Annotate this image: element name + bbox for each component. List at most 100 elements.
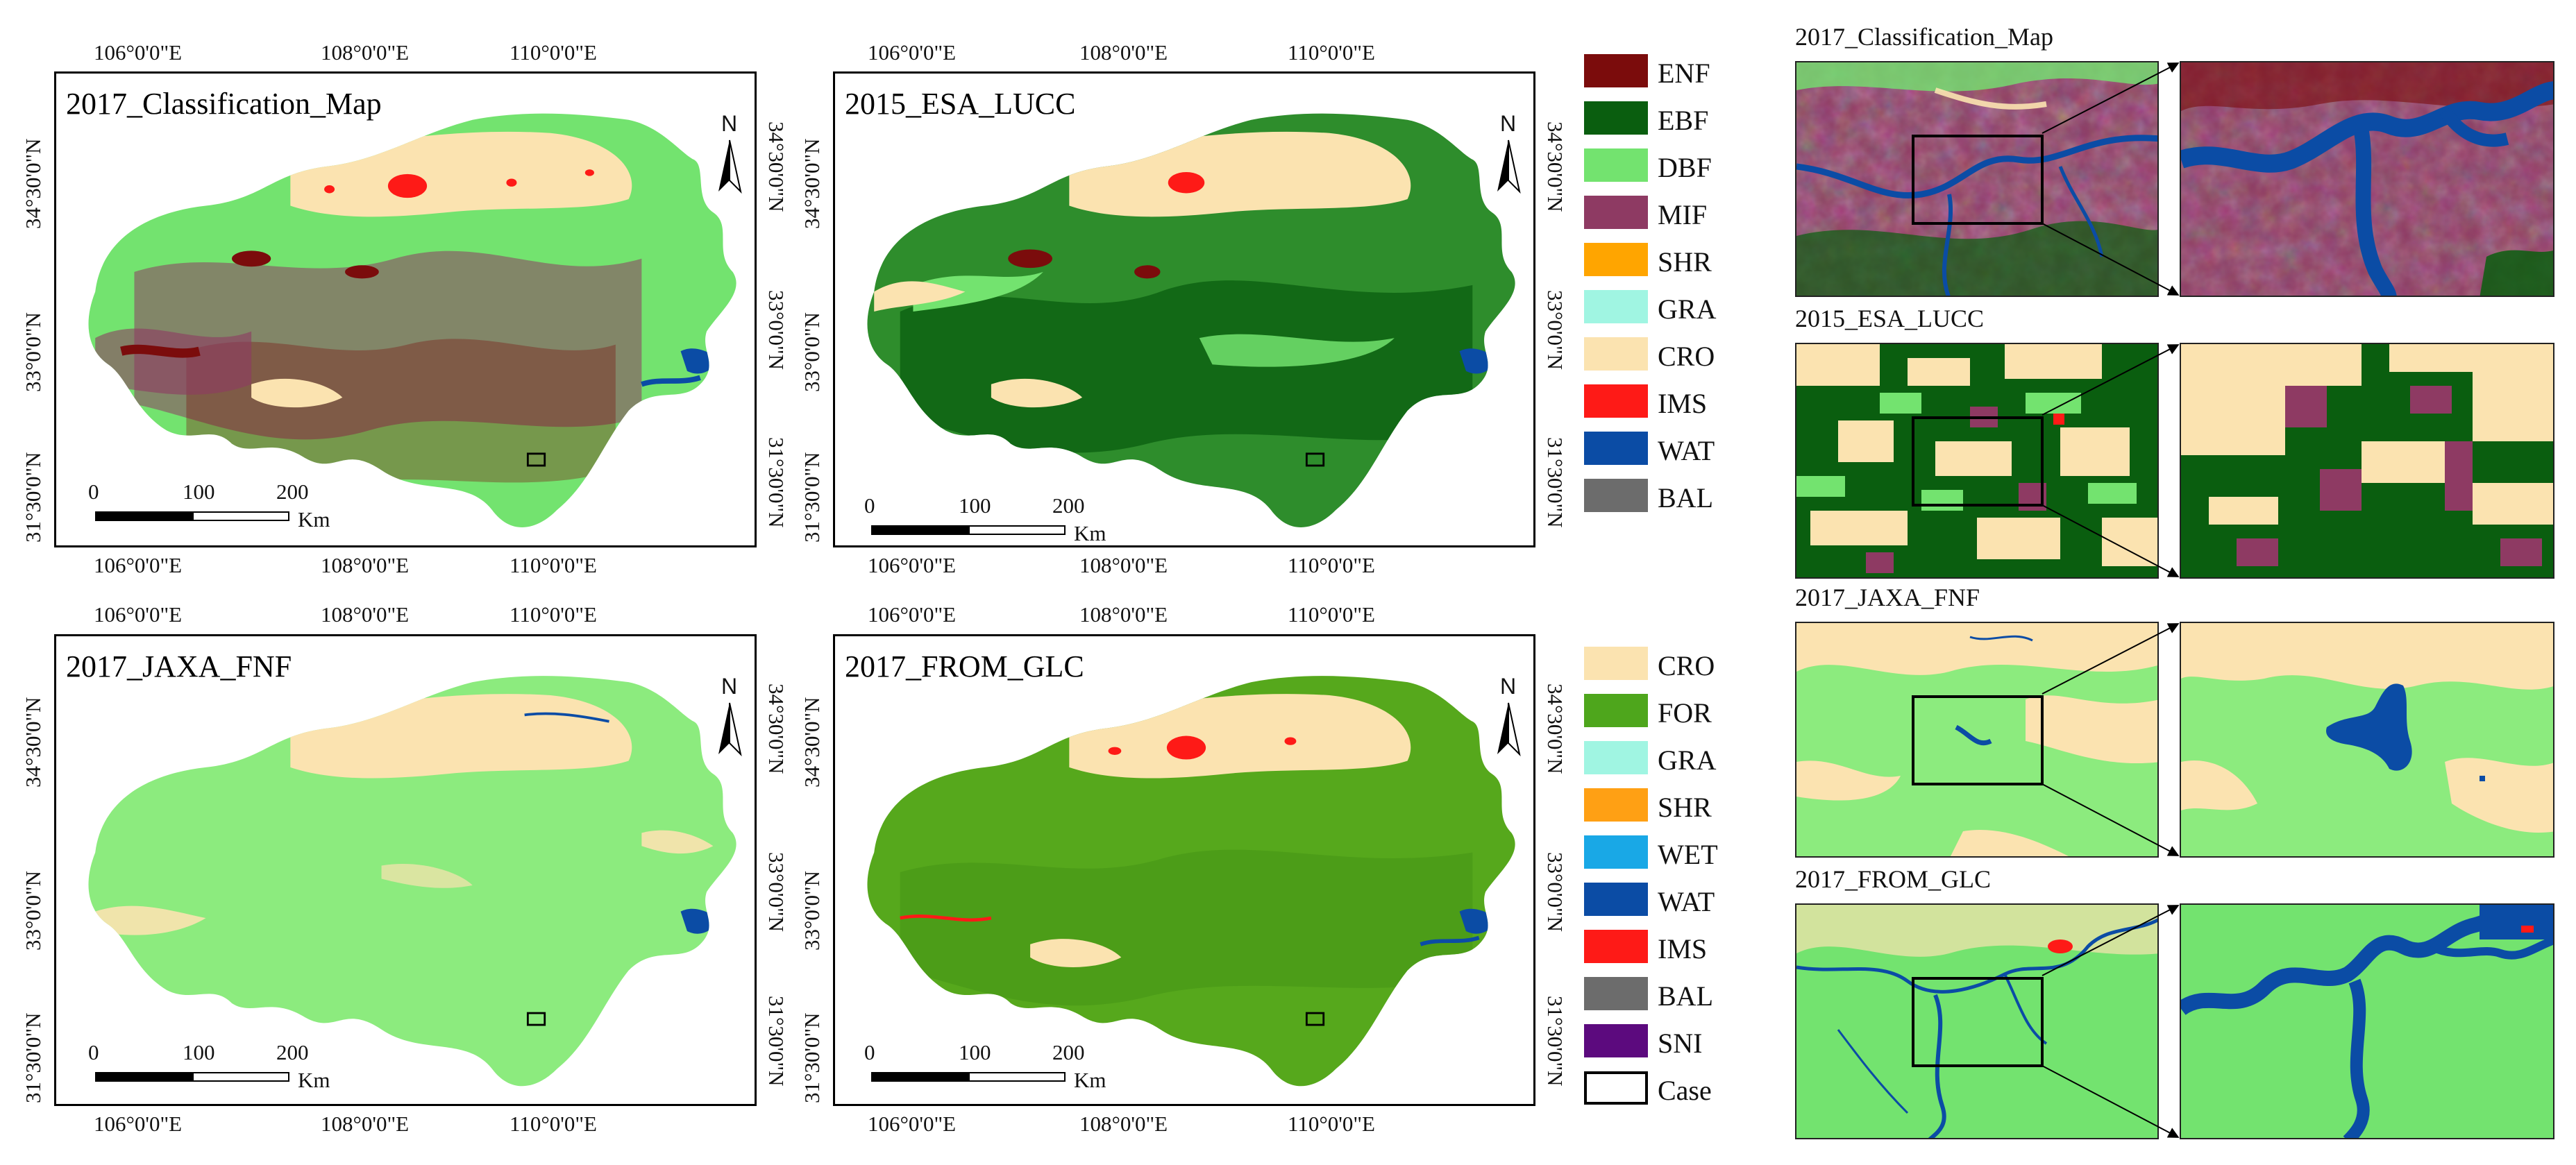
legend-swatch (1584, 977, 1648, 1010)
lon-tick: 110°0'0"E (510, 40, 597, 65)
lon-tick: 108°0'0"E (1079, 1112, 1168, 1136)
lon-tick: 106°0'0"E (868, 553, 957, 577)
lat-tick: 33°0'0"N (1543, 290, 1567, 371)
case-title: 2017_Classification_Map (1795, 23, 2053, 51)
legend-classification: ENF EBF DBF MIF SHR GRA CRO IMS WAT BAL (1584, 54, 1792, 526)
case-overview (1795, 903, 2159, 1139)
scale-bar: 0 100 200 Km (864, 1040, 1106, 1092)
legend-swatch (1584, 835, 1648, 869)
case-zoom (2180, 343, 2554, 579)
lat-tick: 34°30'0"N (800, 138, 824, 229)
map-title: 2017_JAXA_FNF (66, 649, 292, 683)
case-marker (526, 452, 546, 467)
lat-tick: 31°30'0"N (764, 996, 789, 1087)
lon-tick: 106°0'0"E (94, 1112, 183, 1136)
legend-swatch (1584, 290, 1648, 323)
lon-tick: 110°0'0"E (1288, 40, 1375, 65)
lon-tick: 108°0'0"E (1079, 553, 1168, 577)
lon-tick: 110°0'0"E (510, 553, 597, 577)
map-title: 2017_Classification_Map (66, 87, 382, 121)
lat-tick: 34°30'0"N (21, 138, 45, 229)
lon-tick: 106°0'0"E (868, 40, 957, 65)
legend-swatch (1584, 694, 1648, 727)
case-marker (1912, 135, 2044, 225)
map-panel-classification: 2017_Classification_Map N 0 100 200 Km (54, 71, 757, 547)
lat-tick: 33°0'0"N (800, 312, 824, 392)
map-title: 2015_ESA_LUCC (845, 87, 1076, 121)
legend-swatch (1584, 883, 1648, 916)
case-zoom (2180, 61, 2554, 297)
lon-tick: 110°0'0"E (510, 602, 597, 627)
lat-tick: 33°0'0"N (764, 852, 789, 933)
north-arrow-icon: N (714, 674, 745, 760)
legend-swatch (1584, 101, 1648, 135)
lon-tick: 106°0'0"E (94, 602, 183, 627)
legend-swatch (1584, 788, 1648, 822)
case-overview (1795, 61, 2159, 297)
case-overview (1795, 622, 2159, 858)
lat-tick: 33°0'0"N (1543, 852, 1567, 933)
lat-tick: 33°0'0"N (21, 312, 45, 392)
lon-tick: 106°0'0"E (94, 553, 183, 577)
case-marker (1305, 1012, 1325, 1026)
lon-tick: 108°0'0"E (321, 602, 410, 627)
lat-tick: 34°30'0"N (764, 683, 789, 774)
north-arrow-icon: N (1493, 674, 1524, 760)
case-title: 2015_ESA_LUCC (1795, 305, 1985, 332)
lat-tick: 31°30'0"N (800, 452, 824, 543)
legend-swatch (1584, 148, 1648, 182)
classification-map-image (88, 113, 736, 527)
esa-map-image (867, 113, 1515, 527)
legend-swatch (1584, 930, 1648, 963)
lat-tick: 34°30'0"N (1543, 683, 1567, 774)
case-overview (1795, 343, 2159, 579)
case-marker (526, 1012, 546, 1026)
case-marker (1912, 977, 2044, 1067)
lon-tick: 106°0'0"E (94, 40, 183, 65)
lon-tick: 110°0'0"E (1288, 602, 1375, 627)
lat-tick: 34°30'0"N (21, 697, 45, 788)
legend-swatch (1584, 196, 1648, 229)
lat-tick: 33°0'0"N (21, 870, 45, 951)
lat-tick: 33°0'0"N (764, 290, 789, 371)
lon-tick: 110°0'0"E (1288, 553, 1375, 577)
lon-tick: 108°0'0"E (321, 1112, 410, 1136)
case-marker (1912, 416, 2044, 507)
lat-tick: 34°30'0"N (1543, 121, 1567, 212)
lon-tick: 108°0'0"E (321, 553, 410, 577)
lon-tick: 110°0'0"E (510, 1112, 597, 1136)
north-arrow-icon: N (714, 111, 745, 197)
legend-swatch (1584, 384, 1648, 418)
map-title: 2017_FROM_GLC (845, 649, 1084, 683)
legend-reference: CRO FOR GRA SHR WET WAT IMS BAL SNI Case (1584, 647, 1792, 1132)
legend-swatch (1584, 432, 1648, 465)
scale-bar: 0 100 200 Km (88, 1040, 330, 1092)
case-zoom (2180, 622, 2554, 858)
map-panel-jaxa: 2017_JAXA_FNF N 0 100 200 Km (54, 634, 757, 1106)
lat-tick: 31°30'0"N (1543, 437, 1567, 528)
scale-bar: 0 100 200 Km (88, 479, 330, 532)
case-marker (1912, 695, 2044, 785)
lon-tick: 108°0'0"E (321, 40, 410, 65)
legend-swatch (1584, 54, 1648, 87)
lon-tick: 106°0'0"E (868, 1112, 957, 1136)
case-marker (1305, 452, 1325, 467)
lat-tick: 31°30'0"N (800, 1012, 824, 1103)
north-arrow-icon: N (1493, 111, 1524, 197)
lat-tick: 31°30'0"N (21, 1012, 45, 1103)
legend-swatch (1584, 479, 1648, 512)
lon-tick: 108°0'0"E (1079, 602, 1168, 627)
case-title: 2017_JAXA_FNF (1795, 584, 1980, 611)
lon-tick: 110°0'0"E (1288, 1112, 1375, 1136)
case-zoom (2180, 903, 2554, 1139)
fromglc-map-image (867, 676, 1515, 1087)
lon-tick: 106°0'0"E (868, 602, 957, 627)
map-panel-esa: 2015_ESA_LUCC N 0 100 200 Km (833, 71, 1535, 547)
lat-tick: 34°30'0"N (764, 121, 789, 212)
legend-swatch (1584, 1071, 1648, 1105)
legend-swatch (1584, 243, 1648, 276)
lon-tick: 108°0'0"E (1079, 40, 1168, 65)
lat-tick: 31°30'0"N (764, 437, 789, 528)
lat-tick: 34°30'0"N (800, 697, 824, 788)
scale-bar: 0 100 200 Km (864, 493, 1106, 545)
